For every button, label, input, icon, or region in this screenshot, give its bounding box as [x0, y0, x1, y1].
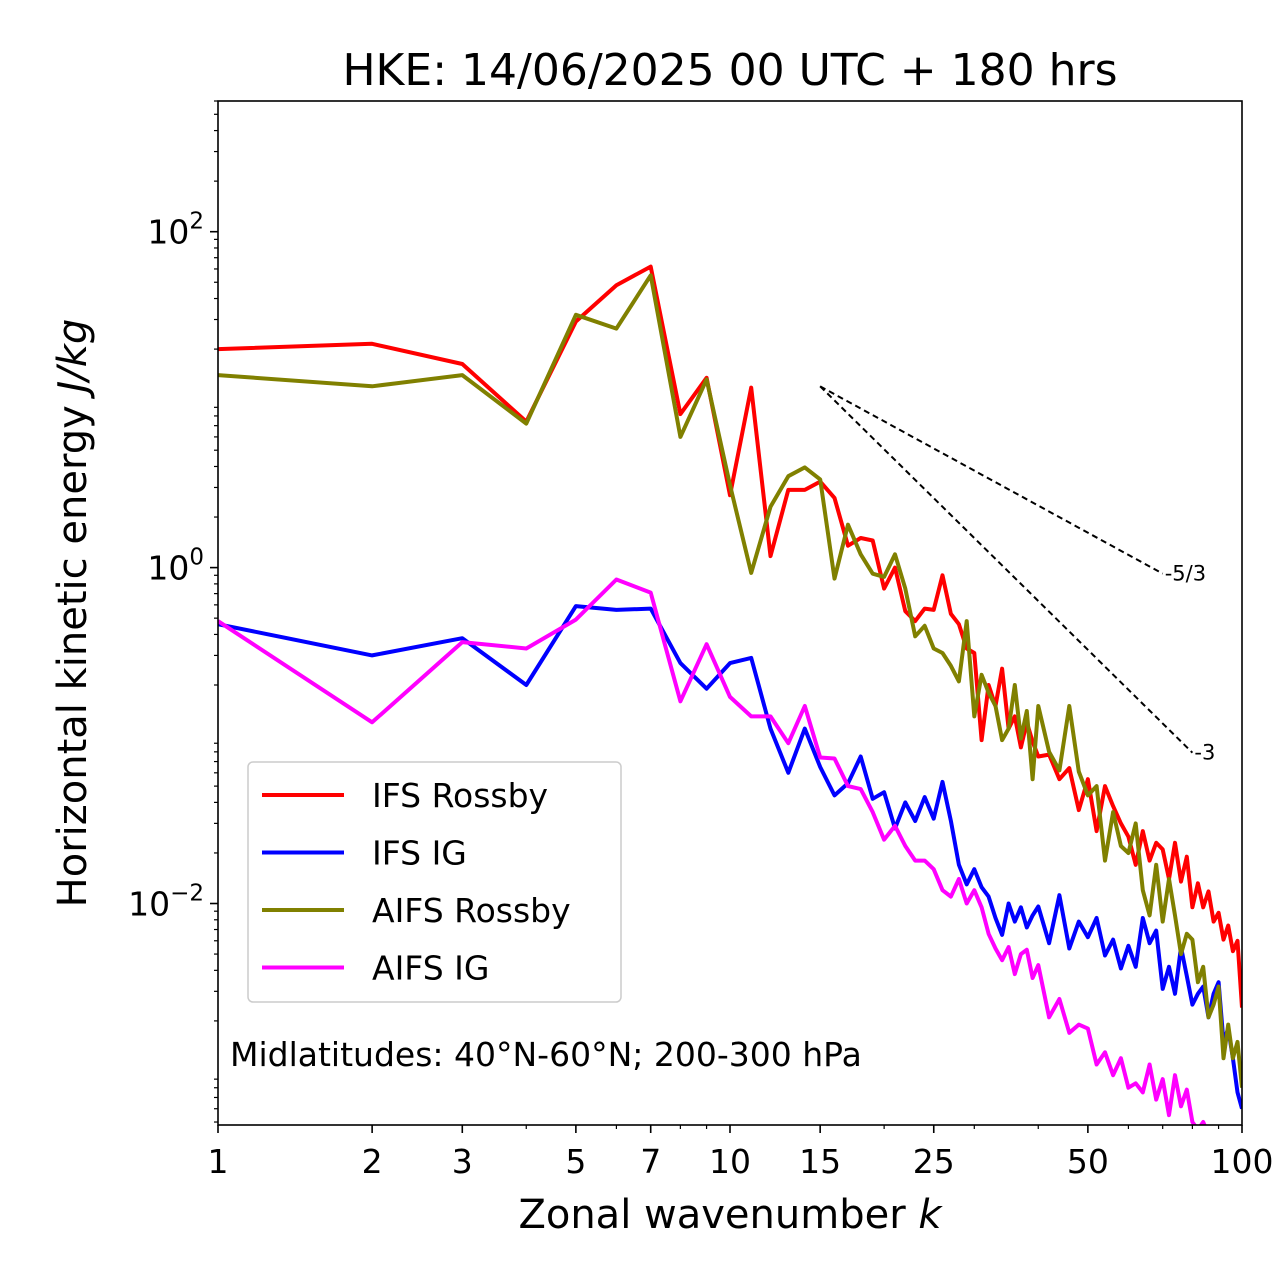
- x-tick-label: 3: [452, 1142, 473, 1181]
- legend-label-aifs-rossby: AIFS Rossby: [372, 891, 571, 930]
- x-tick-label: 7: [640, 1142, 661, 1181]
- x-tick-label: 15: [799, 1142, 841, 1181]
- x-tick-label: 2: [362, 1142, 383, 1181]
- x-tick-label: 10: [709, 1142, 751, 1181]
- x-tick-label: 100: [1211, 1142, 1274, 1181]
- legend: IFS Rossby IFS IG AIFS Rossby AIFS IG: [247, 761, 622, 1003]
- reference-slope-label: -3: [1194, 741, 1215, 765]
- legend-label-aifs-ig: AIFS IG: [372, 949, 489, 988]
- x-tick-label: 5: [565, 1142, 586, 1181]
- y-tick-label: 102: [147, 209, 204, 252]
- x-axis-label: Zonal wavenumber k: [518, 1192, 943, 1238]
- chart-title: HKE: 14/06/2025 00 UTC + 180 hrs: [342, 45, 1117, 96]
- x-tick-label: 1: [208, 1142, 229, 1181]
- legend-label-ifs-rossby: IFS Rossby: [372, 776, 548, 815]
- y-axis-label: Horizontal kinetic energy J/kg: [50, 319, 96, 908]
- x-tick-label: 25: [913, 1142, 955, 1181]
- region-annotation: Midlatitudes: 40°N-60°N; 200-300 hPa: [230, 1035, 862, 1074]
- reference-slope-line: [819, 385, 1164, 575]
- series-line-ifs-rossby: [218, 264, 1242, 1008]
- reference-slope-line: [819, 385, 1194, 754]
- series-line-ifs-ig: [218, 604, 1242, 1110]
- y-tick-label: 10−2: [128, 881, 204, 924]
- legend-label-ifs-ig: IFS IG: [372, 834, 467, 873]
- reference-slope-label: -5/3: [1165, 562, 1206, 586]
- y-tick-label: 100: [147, 545, 204, 588]
- x-tick-label: 50: [1067, 1142, 1109, 1181]
- legend-frame: [247, 761, 622, 1003]
- series-line-aifs-rossby: [218, 273, 1242, 1088]
- series-line-aifs-ig: [218, 577, 1207, 1125]
